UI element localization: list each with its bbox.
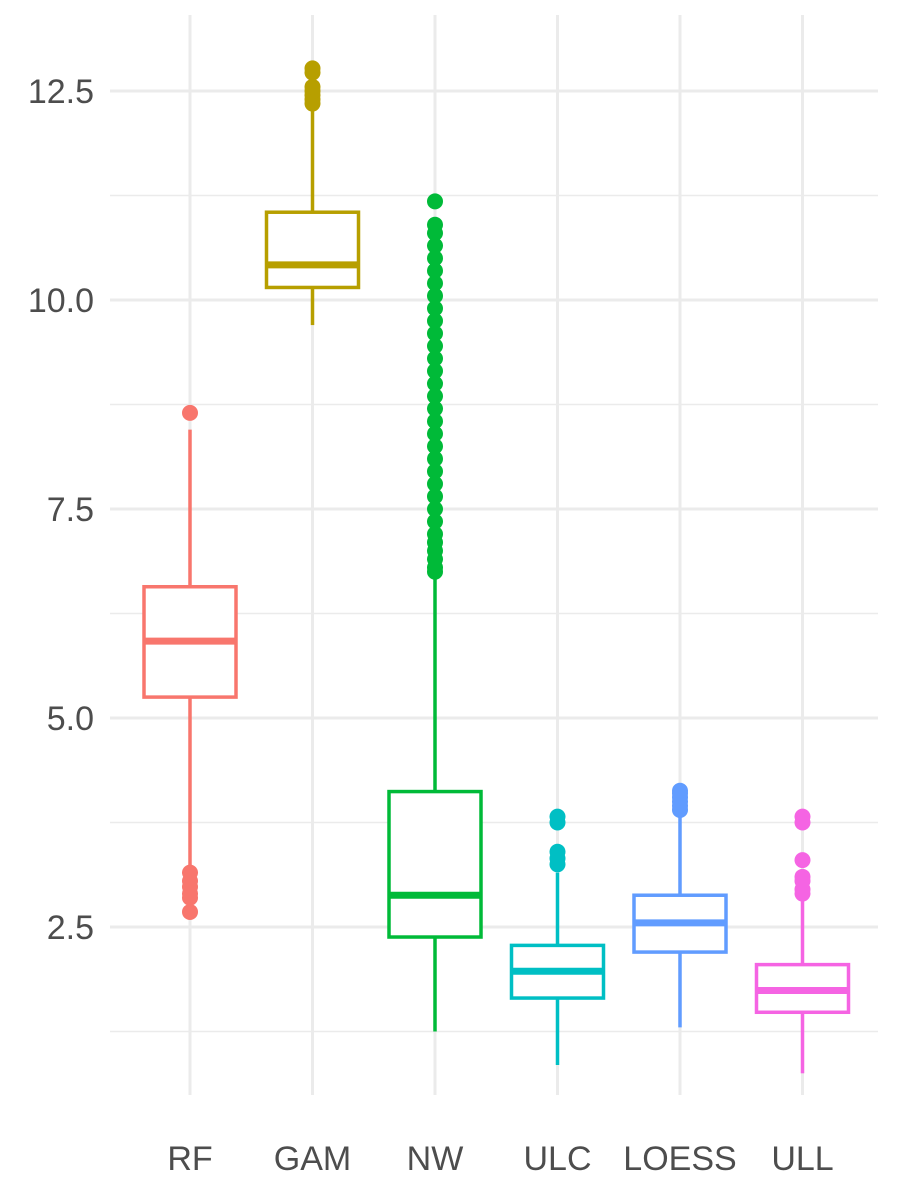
- outlier-point: [427, 287, 443, 304]
- outlier-point: [427, 425, 443, 442]
- outlier-point: [427, 350, 443, 367]
- outlier-point: [549, 843, 566, 860]
- outlier-point: [427, 325, 443, 342]
- outlier-point: [427, 513, 443, 530]
- outlier-point: [427, 463, 443, 480]
- outlier-point: [794, 808, 811, 825]
- outlier-point: [427, 237, 443, 254]
- outlier-point: [427, 193, 443, 210]
- outlier-point: [549, 808, 566, 825]
- box-series: [142, 60, 851, 1074]
- outlier-point: [427, 438, 443, 455]
- y-tick-label: 5.0: [47, 700, 94, 738]
- outlier-point: [427, 275, 443, 292]
- outlier-point: [427, 488, 443, 505]
- outlier-point: [427, 250, 443, 267]
- x-tick-label: GAM: [274, 1140, 351, 1178]
- y-tick-label: 12.5: [28, 73, 94, 111]
- outlier-point: [427, 375, 443, 392]
- outlier-point: [427, 363, 443, 380]
- x-tick-label: LOESS: [623, 1140, 736, 1178]
- x-tick-label: ULC: [523, 1140, 591, 1178]
- outlier-point: [304, 78, 321, 95]
- box-rf: [142, 404, 238, 920]
- outlier-point: [427, 388, 443, 405]
- x-tick-label: RF: [167, 1140, 212, 1178]
- outlier-point: [427, 413, 443, 430]
- outlier-point: [427, 337, 443, 354]
- outlier-point: [794, 868, 811, 885]
- outlier-point: [794, 852, 811, 869]
- box-ull: [754, 808, 851, 1074]
- box-gam: [264, 60, 361, 326]
- outlier-point: [427, 475, 443, 492]
- y-axis-tick-labels: 2.5 5.0 7.5 10.0 12.5: [28, 73, 94, 947]
- outlier-point: [427, 312, 443, 329]
- outlier-point: [182, 889, 198, 906]
- y-tick-label: 7.5: [47, 491, 94, 529]
- outlier-point: [427, 400, 443, 417]
- outlier-point: [427, 216, 443, 233]
- x-tick-label: ULL: [771, 1140, 833, 1178]
- y-tick-label: 2.5: [47, 909, 94, 947]
- x-axis-tick-labels: RF GAM NW ULC LOESS ULL: [167, 1140, 833, 1178]
- outlier-point: [304, 60, 321, 77]
- y-tick-label: 10.0: [28, 282, 94, 320]
- outlier-point: [427, 501, 443, 517]
- outlier-point: [672, 782, 688, 799]
- outlier-point: [427, 450, 443, 467]
- box-iqr: [264, 210, 361, 290]
- outlier-point: [182, 903, 198, 920]
- box-loess: [632, 782, 728, 1028]
- box-iqr: [387, 789, 483, 939]
- outlier-point: [427, 300, 443, 317]
- x-tick-label: NW: [407, 1140, 464, 1178]
- outlier-point: [182, 404, 198, 421]
- outlier-point: [427, 262, 443, 279]
- box-ulc: [509, 808, 606, 1065]
- box-nw: [387, 193, 483, 1032]
- gridlines: [110, 15, 878, 1095]
- outlier-point: [427, 526, 443, 543]
